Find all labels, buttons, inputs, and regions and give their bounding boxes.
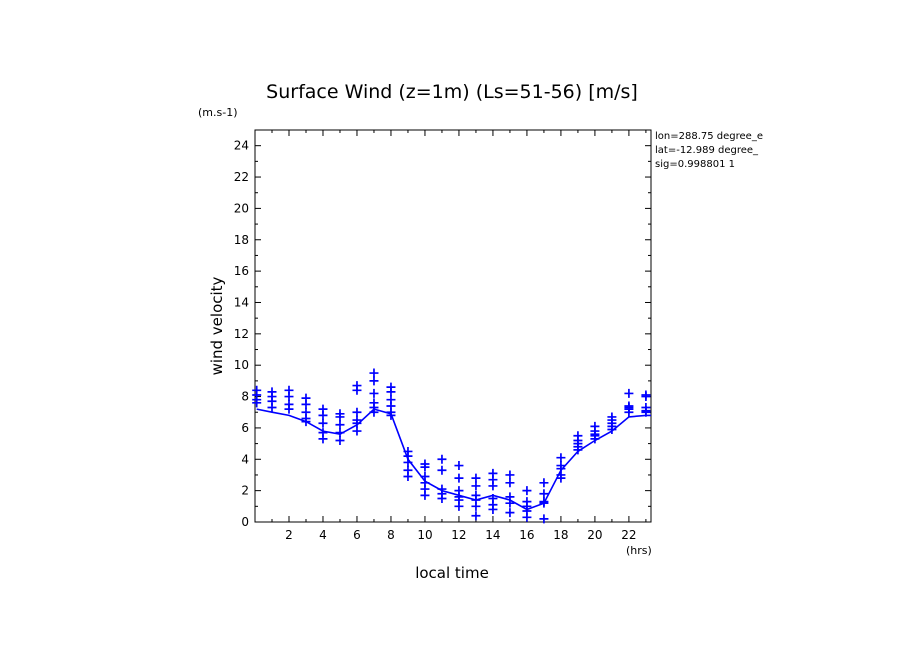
- data-point-plus: [403, 472, 413, 482]
- data-point-plus: [318, 418, 328, 428]
- data-point-plus: [539, 478, 549, 488]
- x-axis-label: local time: [415, 564, 489, 582]
- x-tick-label: 6: [353, 528, 361, 542]
- data-point-plus: [471, 473, 481, 483]
- data-point-plus: [335, 435, 345, 445]
- info-line-lat: lat=-12.989 degree_: [655, 145, 759, 156]
- y-tick-label: 14: [234, 295, 249, 309]
- x-tick-label: 14: [485, 528, 500, 542]
- data-point-plus: [437, 454, 447, 464]
- data-point-plus: [352, 426, 362, 436]
- axis-ticks: [254, 129, 651, 523]
- y-tick-label: 16: [234, 264, 249, 278]
- x-units-label: (hrs): [626, 544, 652, 557]
- data-point-plus: [590, 434, 600, 444]
- chart-title: Surface Wind (z=1m) (Ls=51-56) [m/s]: [266, 81, 638, 103]
- data-point-plus: [267, 403, 277, 413]
- data-point-plus: [539, 489, 549, 499]
- data-point-plus: [301, 399, 311, 409]
- data-point-plus: [454, 461, 464, 471]
- series-mean: [256, 408, 651, 511]
- data-point-plus: [454, 501, 464, 511]
- y-tick-label: 0: [241, 515, 249, 529]
- info-block: lon=288.75 degree_e lat=-12.989 degree_ …: [655, 131, 763, 170]
- plot-area: [254, 129, 652, 523]
- x-tick-label: 8: [387, 528, 395, 542]
- data-point-plus: [556, 473, 566, 483]
- data-point-plus: [369, 368, 379, 378]
- y-units-label: (m.s-1): [198, 106, 238, 119]
- data-point-plus: [607, 424, 617, 434]
- data-point-plus: [335, 428, 345, 438]
- data-point-plus: [556, 453, 566, 463]
- data-point-plus: [539, 514, 549, 524]
- data-point-plus: [641, 392, 651, 402]
- data-point-plus: [505, 508, 515, 518]
- x-tick-label: 16: [519, 528, 534, 542]
- data-point-plus: [641, 407, 651, 417]
- data-point-plus: [335, 412, 345, 422]
- y-tick-label: 18: [234, 233, 249, 247]
- info-line-sig: sig=0.998801 1: [655, 159, 735, 170]
- y-tick-label: 12: [234, 327, 249, 341]
- data-point-plus: [318, 410, 328, 420]
- data-point-plus: [471, 501, 481, 511]
- data-point-plus: [284, 404, 294, 414]
- x-tick-label: 4: [319, 528, 327, 542]
- x-tick-label: 22: [621, 528, 636, 542]
- data-point-plus: [420, 462, 430, 472]
- y-tick-label: 6: [241, 421, 249, 435]
- y-axis-label: wind velocity: [208, 276, 226, 375]
- series-individual-sols: [252, 368, 651, 524]
- data-point-plus: [369, 407, 379, 417]
- info-line-lon: lon=288.75 degree_e: [655, 131, 763, 142]
- data-point-plus: [369, 376, 379, 386]
- data-point-plus: [335, 420, 345, 430]
- data-point-plus: [488, 481, 498, 491]
- data-point-plus: [301, 417, 311, 427]
- data-point-plus: [624, 407, 634, 417]
- data-point-plus: [505, 498, 515, 508]
- data-point-plus: [505, 478, 515, 488]
- data-point-plus: [252, 398, 262, 408]
- data-point-plus: [437, 493, 447, 503]
- data-point-plus: [318, 434, 328, 444]
- y-tick-label: 22: [234, 170, 249, 184]
- x-tick-label: 12: [451, 528, 466, 542]
- data-point-plus: [369, 388, 379, 398]
- x-tick-label: 20: [587, 528, 602, 542]
- y-tick-label: 20: [234, 201, 249, 215]
- data-point-plus: [420, 490, 430, 500]
- data-point-plus: [505, 470, 515, 480]
- data-point-plus: [488, 504, 498, 514]
- data-point-plus: [386, 410, 396, 420]
- data-point-plus: [454, 473, 464, 483]
- data-point-plus: [437, 465, 447, 475]
- y-tick-label: 8: [241, 390, 249, 404]
- x-tick-labels: 2 4 6 8 10 12 14 16 18 20 22: [285, 528, 636, 542]
- x-tick-label: 10: [417, 528, 432, 542]
- data-point-plus: [522, 486, 532, 496]
- data-point-plus: [471, 481, 481, 491]
- mean-line: [256, 408, 651, 511]
- data-point-plus: [624, 388, 634, 398]
- data-point-plus: [352, 407, 362, 417]
- x-tick-label: 2: [285, 528, 293, 542]
- data-point-plus: [471, 511, 481, 521]
- data-point-plus: [539, 498, 549, 508]
- y-tick-label: 4: [241, 452, 249, 466]
- data-point-plus: [573, 445, 583, 455]
- y-tick-label: 2: [241, 484, 249, 498]
- data-point-plus: [403, 457, 413, 467]
- data-point-plus: [522, 512, 532, 522]
- data-point-plus: [352, 418, 362, 428]
- y-tick-label: 24: [234, 139, 249, 153]
- x-tick-label: 18: [553, 528, 568, 542]
- data-point-plus: [284, 392, 294, 402]
- data-point-plus: [386, 387, 396, 397]
- data-point-plus: [352, 385, 362, 395]
- y-tick-label: 10: [234, 358, 249, 372]
